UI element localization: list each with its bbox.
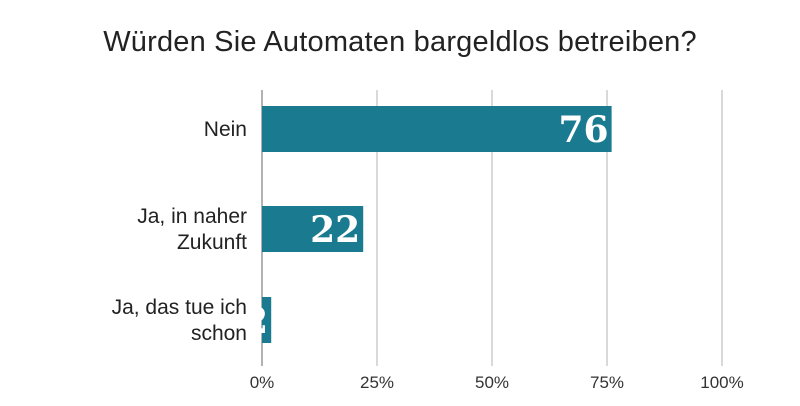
x-axis-ticks: 0% 25% 50% 75% 100% <box>250 373 744 392</box>
bar <box>262 206 364 252</box>
x-tick-label: 50% <box>475 373 509 392</box>
category-label: Ja, in naher Zukunft <box>137 205 247 254</box>
value-label: 2 <box>243 300 268 342</box>
category-labels: Nein Ja, in naher Zukunft Ja, das tue ich sc… <box>112 118 248 345</box>
value-label: 22 <box>310 209 360 251</box>
x-tick-label: 75% <box>590 373 624 392</box>
bar <box>262 106 612 152</box>
chart-title: Würden Sie Automaten bargeldlos betreibe… <box>103 26 697 58</box>
value-label: 76 <box>558 109 608 151</box>
category-label: Nein <box>204 118 247 141</box>
bar <box>262 297 272 343</box>
x-tick-label: 100% <box>700 373 743 392</box>
category-label: Ja, das tue ich schon <box>112 296 247 345</box>
x-tick-label: 25% <box>360 373 394 392</box>
x-tick-label: 0% <box>250 373 275 392</box>
